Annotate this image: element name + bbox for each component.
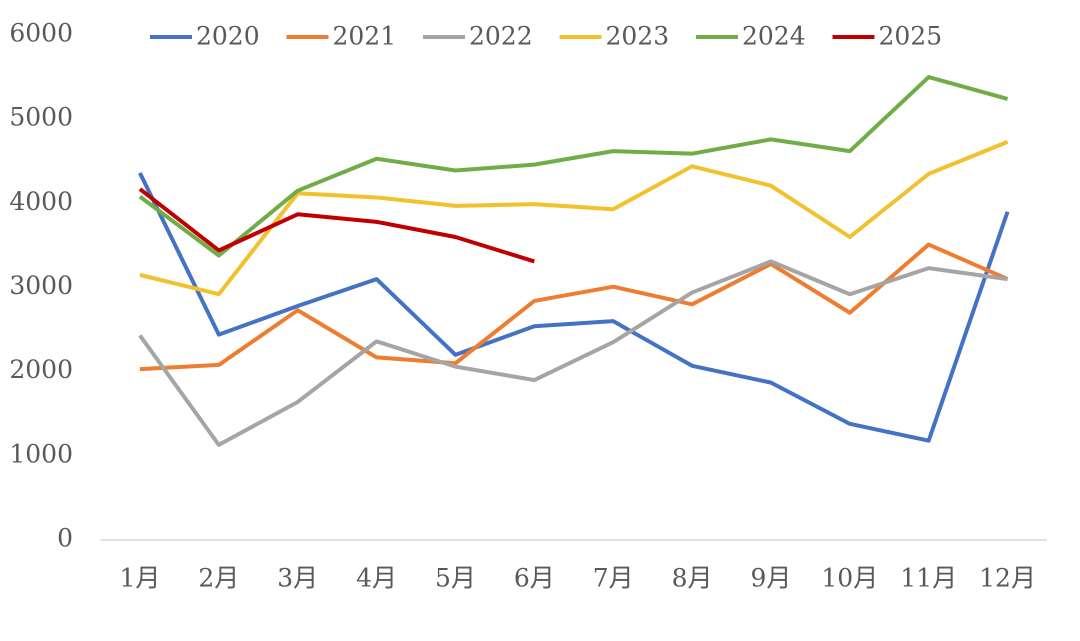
x-tick-label: 11月 [900, 564, 957, 593]
x-tick-label: 5月 [435, 564, 476, 593]
y-tick-label: 4000 [9, 187, 73, 216]
line-series [138, 187, 535, 264]
legend-label: 2025 [879, 22, 943, 51]
x-tick-label: 7月 [593, 564, 634, 593]
x-tick-label: 10月 [821, 564, 878, 593]
x-tick-label: 3月 [277, 564, 318, 593]
y-tick-label: 5000 [9, 103, 73, 132]
x-tick-label: 8月 [672, 564, 713, 593]
line-series [138, 75, 1009, 258]
y-tick-label: 0 [57, 524, 73, 553]
legend-label: 2020 [196, 22, 260, 51]
legend-label: 2021 [333, 22, 397, 51]
y-tick-label: 3000 [9, 271, 73, 300]
line-series [139, 140, 1009, 297]
x-tick-label: 6月 [514, 564, 555, 593]
y-tick-label: 1000 [9, 439, 73, 468]
line-series [139, 242, 1009, 372]
legend-label: 2022 [469, 22, 533, 51]
legend-label: 2023 [606, 22, 670, 51]
x-tick-label: 9月 [750, 564, 791, 593]
line-series [138, 172, 1010, 443]
x-tick-label: 4月 [356, 564, 397, 593]
line-series [138, 259, 1008, 447]
y-tick-label: 2000 [9, 355, 73, 384]
x-tick-label: 1月 [119, 564, 160, 593]
y-tick-label: 6000 [9, 19, 73, 48]
legend-label: 2024 [742, 22, 806, 51]
x-tick-label: 2月 [198, 564, 239, 593]
x-tick-label: 12月 [979, 564, 1036, 593]
